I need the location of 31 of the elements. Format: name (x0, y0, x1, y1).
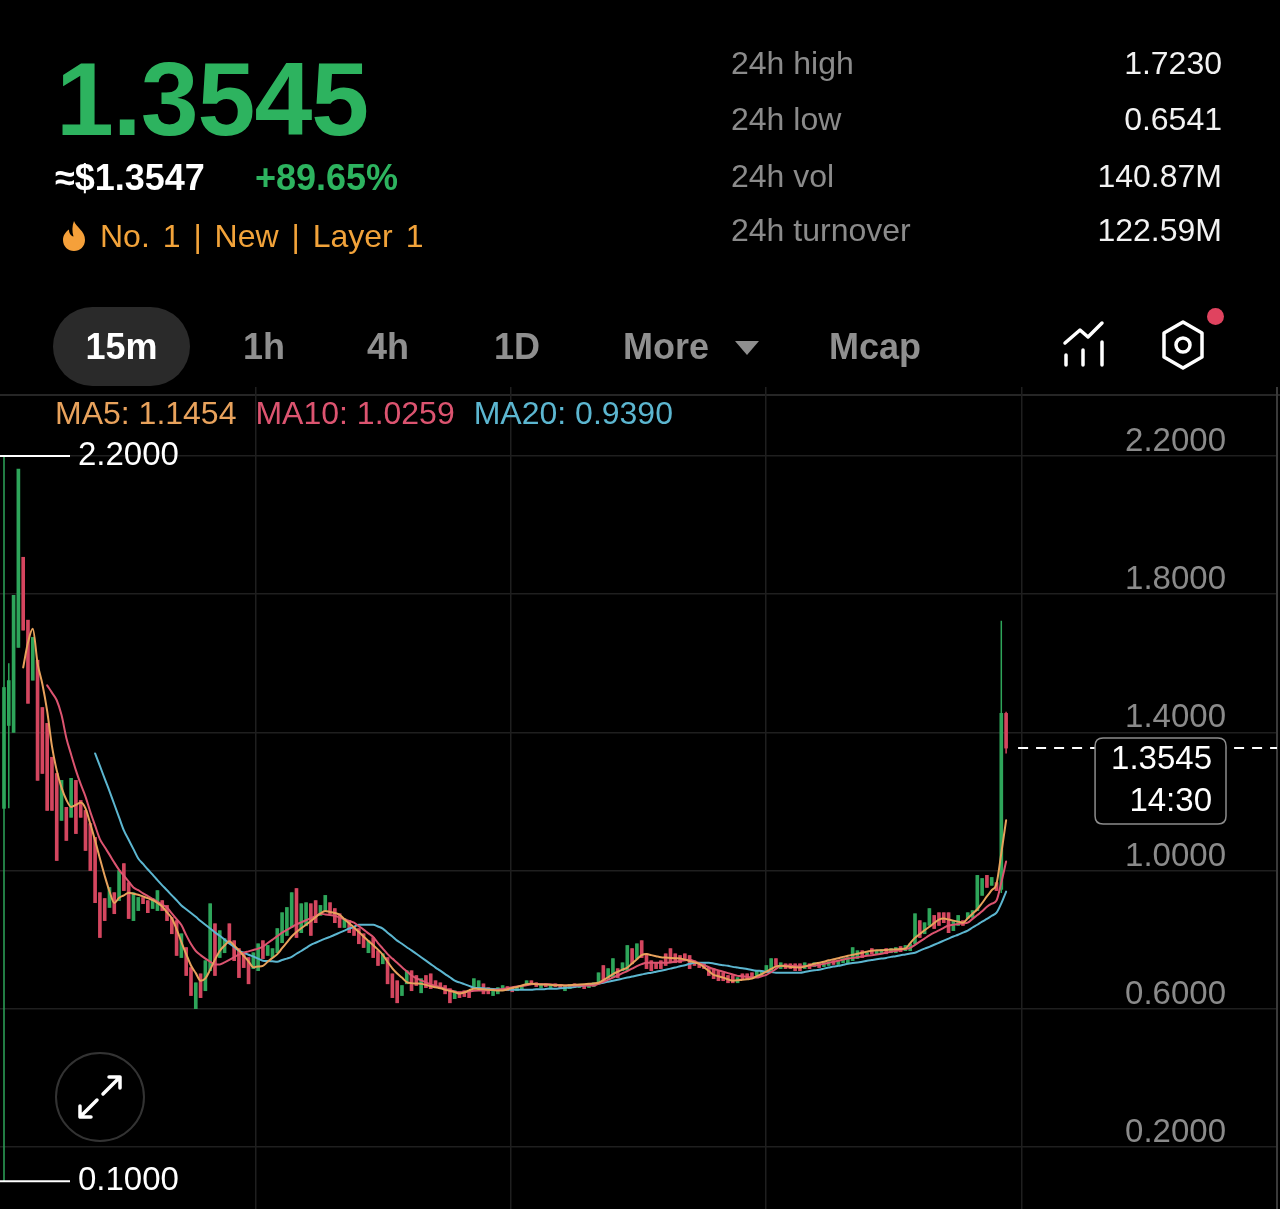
annotation: 2.2000 (78, 435, 179, 473)
y-tick-label: 2.2000 (1125, 421, 1226, 459)
text: 1.7230 (1124, 45, 1222, 82)
annotation: 1.3545 (1111, 739, 1212, 777)
text: 1.3545 (56, 40, 369, 157)
text: 122.59M (1097, 212, 1222, 249)
text: MA5: 1.1454 (55, 395, 237, 431)
text: 1h (243, 326, 286, 368)
text: More (623, 326, 710, 368)
text: No. 1 | New | Layer 1 (100, 218, 424, 255)
text: 1D (494, 326, 541, 368)
text: 24h vol (731, 158, 835, 195)
y-tick-label: 0.6000 (1125, 973, 1226, 1011)
text: 140.87M (1097, 158, 1222, 195)
text: 4h (367, 326, 410, 368)
y-tick-label: 0.2000 (1125, 1111, 1226, 1149)
y-tick-label: 1.8000 (1125, 559, 1226, 597)
text: MA20: 0.9390 (473, 395, 673, 431)
text: MA10: 1.0259 (255, 395, 455, 431)
text: 24h high (731, 45, 854, 82)
y-tick-label: 1.4000 (1125, 697, 1226, 735)
annotation: 14:30 (1129, 781, 1212, 819)
text: 24h turnover (731, 212, 911, 249)
text: 24h low (731, 101, 842, 138)
text: +89.65% (255, 157, 399, 199)
text: 15m (84, 325, 159, 367)
annotation: 0.1000 (78, 1160, 179, 1198)
y-tick-label: 1.0000 (1125, 835, 1226, 873)
text: Mcap (829, 326, 922, 368)
text: 0.6541 (1124, 101, 1222, 138)
text: ≈$1.3547 (55, 157, 205, 199)
